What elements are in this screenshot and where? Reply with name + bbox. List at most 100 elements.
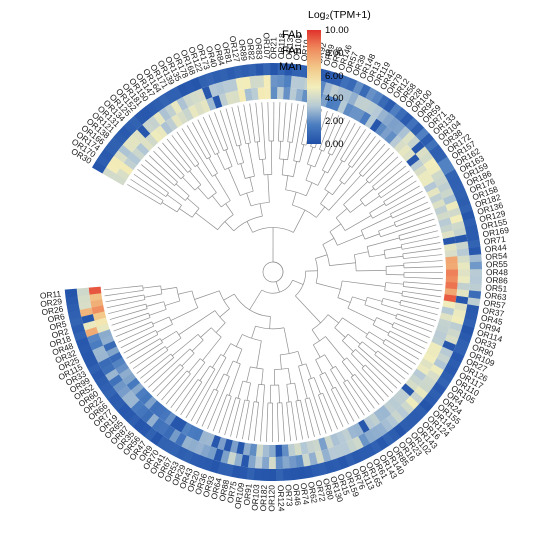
heat-cell xyxy=(365,87,378,102)
heat-cell xyxy=(99,148,115,162)
heat-cell xyxy=(168,442,182,457)
heat-cell xyxy=(247,455,256,469)
heat-cell xyxy=(255,444,264,457)
heat-cell xyxy=(270,63,279,76)
heat-cell xyxy=(441,230,455,240)
heat-cell xyxy=(134,386,149,401)
heat-cell xyxy=(374,422,388,437)
heat-cell xyxy=(402,130,416,145)
heat-cell xyxy=(440,187,455,200)
heat-cell xyxy=(137,124,151,139)
heat-cell xyxy=(358,83,372,99)
leaf-label: OR55 xyxy=(486,259,509,270)
leaf-label: OR5 xyxy=(48,319,67,333)
heat-cell xyxy=(458,331,473,343)
heat-cell xyxy=(145,101,160,116)
heat-cell xyxy=(260,468,269,481)
heat-cell xyxy=(281,444,289,457)
heat-cell xyxy=(447,327,461,339)
heat-cell xyxy=(104,142,119,156)
heat-cell xyxy=(443,294,457,303)
heat-cell xyxy=(442,300,456,310)
leaf-label: OR37 xyxy=(482,305,506,319)
expression-heatmap-rings xyxy=(64,63,482,481)
leaf-label: OR72 xyxy=(313,479,327,503)
heat-cell xyxy=(118,125,133,140)
heat-cell xyxy=(127,152,142,166)
heat-cell xyxy=(116,402,131,417)
heat-cell xyxy=(165,117,179,132)
heat-cell xyxy=(136,142,150,156)
heat-cell xyxy=(365,101,378,116)
leaf-label: OR75 xyxy=(225,480,239,504)
heat-cell xyxy=(468,246,482,256)
heat-cell xyxy=(374,122,388,137)
heat-cell xyxy=(453,189,469,202)
heat-cell xyxy=(439,346,454,359)
heat-cell xyxy=(432,382,447,396)
heat-cell xyxy=(466,232,480,242)
heat-ring-fan xyxy=(76,75,470,469)
leaf-label: OR21 xyxy=(268,37,278,59)
heat-cell xyxy=(88,286,102,295)
heat-cell xyxy=(121,408,136,423)
heat-cell xyxy=(108,351,123,364)
leaf-label: OR124 xyxy=(276,485,287,512)
heat-cell xyxy=(383,98,397,114)
heat-cell xyxy=(134,110,148,125)
heat-cell xyxy=(465,304,480,315)
heat-cell xyxy=(295,88,305,102)
heat-cell xyxy=(127,134,141,148)
heat-cell xyxy=(105,345,120,358)
heat-cell xyxy=(164,89,177,104)
heat-cell xyxy=(262,444,270,457)
heat-cell xyxy=(398,419,413,434)
heat-cell xyxy=(100,334,115,346)
heat-cell xyxy=(442,340,457,352)
legend-tick-8: 8.00 xyxy=(325,48,344,59)
heat-cell xyxy=(400,400,415,415)
heat-cell xyxy=(411,141,426,155)
heat-cell xyxy=(140,137,154,152)
heat-cell xyxy=(390,410,405,424)
heat-cell xyxy=(445,269,458,277)
heat-cell xyxy=(433,330,448,341)
heat-cell xyxy=(147,115,161,130)
heat-cell xyxy=(373,408,386,423)
heat-cell xyxy=(255,63,265,76)
leaf-label: OR57 xyxy=(483,297,506,310)
heat-cell xyxy=(431,198,446,210)
heat-cell xyxy=(112,379,127,393)
heat-cell xyxy=(176,96,189,111)
track-label-man: MAn xyxy=(279,61,302,73)
heat-cell xyxy=(174,432,187,447)
heat-cell xyxy=(377,94,391,110)
heat-cell xyxy=(182,107,195,122)
track-label-fab: FAb xyxy=(282,29,302,41)
heat-cell xyxy=(242,76,252,90)
heat-cell xyxy=(186,424,198,439)
heat-cell xyxy=(314,450,325,464)
heat-cell xyxy=(363,429,376,444)
heat-cell xyxy=(155,435,170,450)
heat-cell xyxy=(444,288,458,297)
heat-cell xyxy=(394,107,409,122)
heat-cell xyxy=(106,161,121,174)
heat-cell xyxy=(97,356,113,370)
heat-cell xyxy=(303,465,314,479)
heat-cell xyxy=(143,395,158,410)
heat-cell xyxy=(410,122,425,137)
heat-cell xyxy=(276,87,285,100)
heat-cell xyxy=(329,84,340,99)
heat-cell xyxy=(103,340,117,352)
heat-cell xyxy=(420,133,435,147)
leaf-label: OR118 xyxy=(276,33,287,60)
heat-cell xyxy=(240,64,250,78)
heat-cell xyxy=(423,157,438,171)
heat-cell xyxy=(310,463,321,478)
heat-cell xyxy=(291,63,301,77)
heat-cell xyxy=(450,351,465,364)
heat-cell xyxy=(151,417,165,432)
heat-cell xyxy=(413,404,428,419)
heat-cell xyxy=(429,192,444,205)
